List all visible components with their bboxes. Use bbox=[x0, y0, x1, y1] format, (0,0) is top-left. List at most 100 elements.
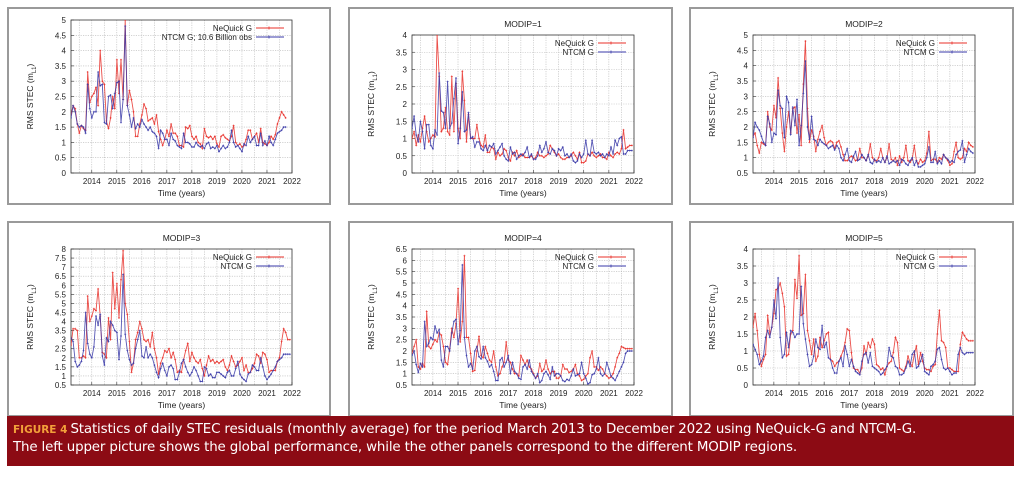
data-point bbox=[220, 360, 223, 363]
data-point bbox=[450, 75, 453, 78]
data-point bbox=[522, 365, 524, 368]
data-point bbox=[892, 351, 895, 354]
data-point bbox=[499, 359, 501, 362]
data-point bbox=[775, 288, 777, 291]
data-point bbox=[936, 162, 939, 165]
data-point bbox=[232, 124, 235, 127]
data-point bbox=[203, 374, 206, 377]
data-point bbox=[482, 146, 485, 149]
data-point bbox=[578, 372, 581, 375]
data-point bbox=[222, 144, 225, 147]
data-point bbox=[134, 338, 137, 341]
data-point bbox=[877, 370, 880, 373]
data-point bbox=[785, 95, 788, 98]
data-point bbox=[879, 161, 882, 164]
data-point bbox=[238, 373, 241, 376]
data-point bbox=[538, 154, 541, 157]
data-point bbox=[138, 126, 141, 129]
x-tick-label: 2020 bbox=[233, 389, 251, 398]
data-point bbox=[241, 146, 243, 148]
data-point bbox=[76, 365, 79, 368]
data-point bbox=[917, 165, 920, 168]
data-point bbox=[136, 338, 139, 341]
y-tick-label: 2 bbox=[403, 100, 408, 109]
data-point bbox=[965, 338, 968, 341]
data-point bbox=[628, 149, 631, 152]
data-point bbox=[478, 355, 480, 358]
data-point bbox=[603, 156, 606, 159]
data-point bbox=[959, 149, 962, 151]
data-point bbox=[182, 358, 185, 361]
data-point bbox=[455, 318, 457, 321]
data-point bbox=[528, 156, 531, 159]
data-point bbox=[220, 135, 223, 138]
data-point bbox=[488, 144, 491, 147]
data-point bbox=[436, 331, 439, 334]
data-point bbox=[140, 113, 143, 116]
data-point bbox=[886, 365, 888, 368]
data-point bbox=[764, 353, 767, 356]
data-point bbox=[199, 380, 202, 383]
y-tick-label: 1 bbox=[403, 135, 408, 144]
x-tick-label: 2020 bbox=[916, 389, 934, 398]
data-point bbox=[553, 149, 556, 152]
data-point bbox=[515, 372, 518, 375]
data-point bbox=[222, 374, 225, 377]
x-tick-label: 2022 bbox=[283, 389, 301, 398]
data-point bbox=[203, 147, 206, 150]
data-point bbox=[894, 336, 897, 339]
data-point bbox=[140, 355, 143, 357]
data-point bbox=[130, 371, 133, 374]
data-point bbox=[919, 158, 922, 161]
chart-title: MODIP=2 bbox=[845, 19, 883, 29]
data-point bbox=[812, 338, 815, 341]
y-tick-label: 1 bbox=[744, 154, 749, 163]
data-point bbox=[934, 150, 937, 153]
data-point bbox=[180, 147, 183, 150]
data-point bbox=[178, 146, 181, 148]
data-point bbox=[781, 292, 784, 295]
data-point bbox=[263, 374, 266, 377]
y-tick-label: 4.5 bbox=[737, 46, 749, 55]
data-point bbox=[902, 372, 905, 375]
data-point bbox=[563, 154, 566, 157]
data-point bbox=[848, 329, 851, 332]
y-tick-label: 4.5 bbox=[396, 290, 408, 299]
data-point bbox=[213, 376, 216, 379]
data-point bbox=[201, 367, 204, 370]
data-point bbox=[793, 124, 796, 127]
data-point bbox=[153, 347, 156, 350]
data-point bbox=[505, 149, 508, 152]
data-point bbox=[796, 132, 798, 135]
data-point bbox=[494, 158, 497, 161]
data-point bbox=[618, 370, 621, 373]
data-point bbox=[97, 324, 100, 327]
data-point bbox=[756, 353, 759, 356]
data-point bbox=[580, 379, 583, 382]
data-point bbox=[810, 353, 813, 356]
data-point bbox=[574, 363, 577, 366]
data-point bbox=[513, 151, 516, 154]
y-tick-label: 2 bbox=[744, 313, 749, 322]
data-point bbox=[92, 92, 95, 95]
caption-line-1: FIGURE 4 Statistics of daily STEC residua… bbox=[13, 421, 1014, 439]
y-tick-label: 1 bbox=[62, 372, 67, 381]
data-point bbox=[871, 365, 874, 368]
chart-title: MODIP=5 bbox=[845, 233, 883, 243]
data-point bbox=[136, 135, 139, 138]
data-point bbox=[551, 365, 554, 368]
data-point bbox=[925, 372, 928, 375]
data-point bbox=[762, 141, 765, 144]
y-tick-label: 0 bbox=[744, 381, 749, 390]
data-point bbox=[153, 364, 156, 367]
data-point bbox=[967, 339, 970, 342]
data-point bbox=[440, 334, 443, 337]
data-point bbox=[944, 368, 947, 371]
data-point bbox=[766, 329, 769, 332]
data-point bbox=[863, 156, 865, 159]
y-axis-label: RMS STEC (mL1) bbox=[366, 284, 379, 350]
data-point bbox=[909, 159, 912, 162]
data-point bbox=[138, 320, 141, 323]
y-tick-label: 3 bbox=[403, 324, 408, 333]
chart-panel-modip-4: 0.5 1 1.5 2 2.5 3 3.5 4 4.5 5 5.5 6 6.5 2014 2015 2016 2… bbox=[348, 221, 673, 417]
